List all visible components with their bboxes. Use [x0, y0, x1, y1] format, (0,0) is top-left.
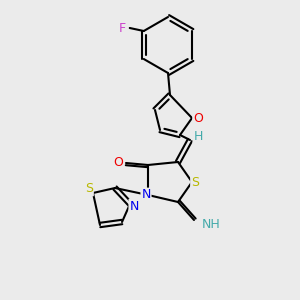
Text: F: F — [119, 22, 126, 34]
Text: S: S — [85, 182, 93, 196]
Text: NH: NH — [202, 218, 221, 232]
Text: S: S — [191, 176, 199, 188]
Text: O: O — [113, 157, 123, 169]
Text: O: O — [193, 112, 203, 124]
Text: N: N — [141, 188, 151, 202]
Text: N: N — [129, 200, 139, 212]
Text: H: H — [193, 130, 203, 142]
